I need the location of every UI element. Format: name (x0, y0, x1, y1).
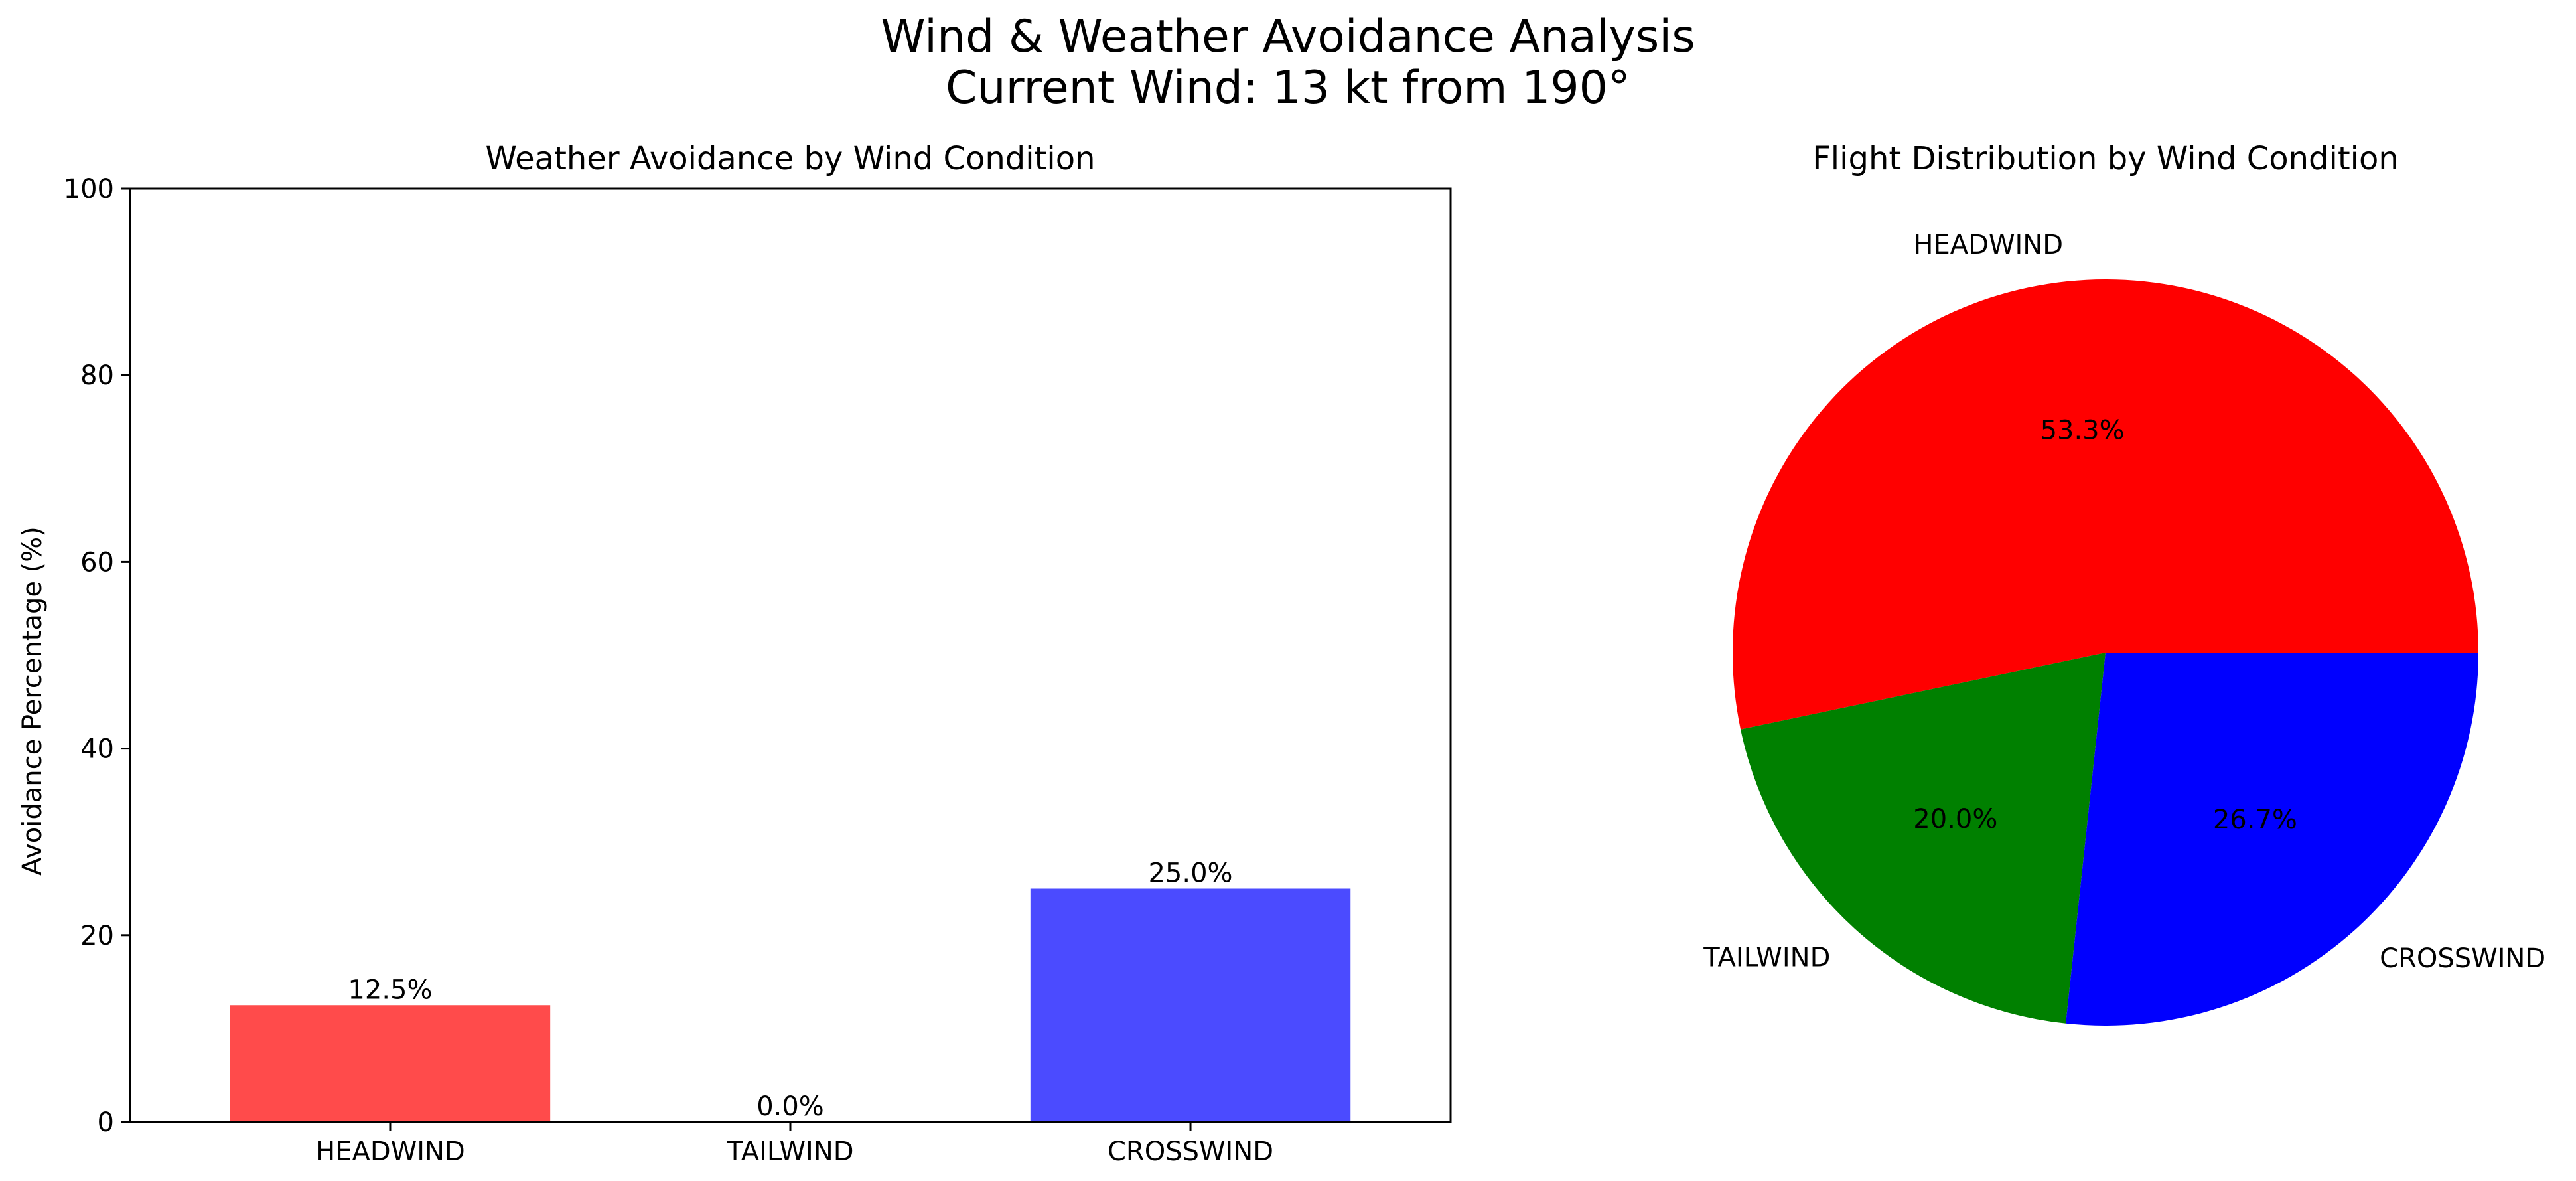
pie-slice-crosswind (2066, 653, 2478, 1026)
pie-category-label: CROSSWIND (2380, 943, 2545, 974)
bar-y-ticks: 0 20 40 60 80 100 (64, 174, 130, 1138)
bar-value-label: 25.0% (1148, 858, 1232, 889)
bar-chart: Weather Avoidance by Wind Condition Avoi… (17, 140, 1452, 1167)
x-tick-label: HEADWIND (315, 1137, 465, 1167)
bar-chart-title: Weather Avoidance by Wind Condition (485, 140, 1095, 177)
pie-labels: 53.3% HEADWIND 20.0% TAILWIND 26.7% CROSSWIND (1703, 230, 2545, 974)
bar-value-label: 0.0% (756, 1091, 824, 1122)
bar-x-ticks: HEADWIND TAILWIND CROSSWIND (315, 1122, 1273, 1167)
bar-chart-ylabel: Avoidance Percentage (%) (17, 526, 48, 876)
y-tick-label: 80 (80, 360, 114, 391)
bar-series (230, 888, 1351, 1122)
y-tick-label: 60 (80, 547, 114, 578)
y-tick-label: 0 (98, 1107, 114, 1138)
bar-value-labels: 12.5% 0.0% 25.0% (348, 858, 1232, 1123)
pie-percent-label: 53.3% (2040, 416, 2125, 446)
pie-slice-tailwind (1741, 653, 2106, 1024)
pie-chart: Flight Distribution by Wind Condition 53… (1703, 140, 2545, 1026)
figure-title-line1: Wind & Weather Avoidance Analysis (881, 11, 1695, 63)
bar-chart-axes-frame (129, 187, 1452, 1123)
pie-slice-headwind (1733, 279, 2478, 730)
y-tick-label: 20 (80, 921, 114, 951)
bar-headwind (230, 1005, 551, 1122)
bar-value-label: 12.5% (348, 975, 432, 1005)
pie-slices (1733, 279, 2478, 1026)
pie-chart-title: Flight Distribution by Wind Condition (1812, 140, 2399, 177)
bar-crosswind (1030, 888, 1351, 1122)
pie-percent-label: 20.0% (1913, 804, 1997, 834)
y-tick-label: 100 (64, 174, 114, 204)
pie-percent-label: 26.7% (2213, 805, 2297, 835)
x-tick-label: CROSSWIND (1108, 1137, 1273, 1167)
y-tick-label: 40 (80, 734, 114, 765)
x-tick-label: TAILWIND (726, 1137, 853, 1167)
figure-title-line2: Current Wind: 13 kt from 190° (946, 62, 1630, 114)
pie-category-label: TAILWIND (1703, 943, 1830, 973)
pie-category-label: HEADWIND (1913, 230, 2063, 260)
